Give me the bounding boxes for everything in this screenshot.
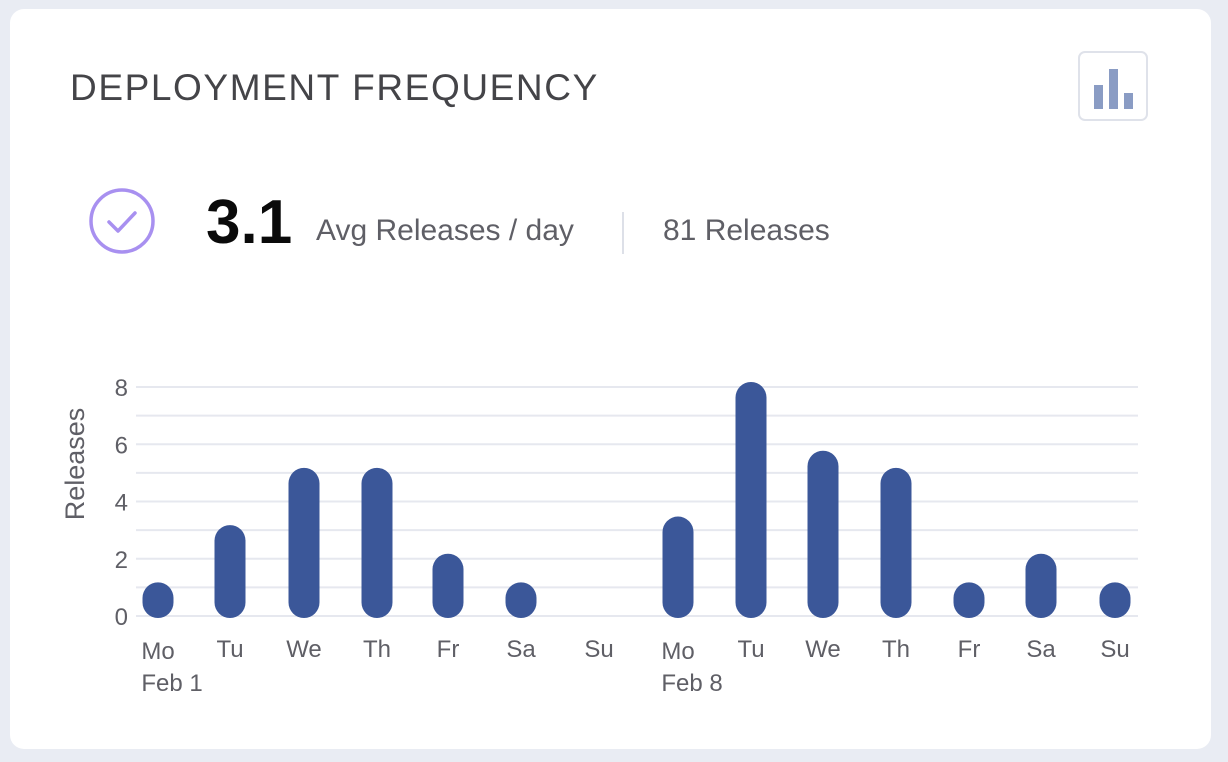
bar[interactable] bbox=[1099, 582, 1131, 618]
deployment-frequency-card: DEPLOYMENT FREQUENCY 3.1 Avg Releases / … bbox=[10, 9, 1211, 749]
x-tick-date-label: Feb 8 bbox=[661, 670, 722, 697]
bar[interactable] bbox=[735, 382, 767, 618]
x-tick-day-label: We bbox=[286, 636, 322, 663]
x-tick-day-label: Mo bbox=[141, 638, 174, 665]
x-tick-day-label: Th bbox=[882, 636, 910, 663]
bar[interactable] bbox=[214, 525, 246, 618]
avg-releases-value: 3.1 bbox=[206, 188, 293, 257]
bar[interactable] bbox=[953, 582, 985, 618]
check-circle-icon bbox=[89, 188, 155, 254]
bar-chart-icon bbox=[1094, 69, 1133, 109]
x-tick-day-label: Sa bbox=[1026, 636, 1056, 663]
x-tick-day-label: Tu bbox=[216, 636, 243, 663]
x-tick-day-label: Fr bbox=[958, 636, 981, 663]
avg-releases-label: Avg Releases / day bbox=[316, 214, 574, 247]
x-tick-date-label: Feb 1 bbox=[141, 670, 202, 697]
x-tick-day-label: Sa bbox=[506, 636, 536, 663]
y-tick-label: 6 bbox=[115, 432, 128, 459]
bar[interactable] bbox=[505, 582, 537, 618]
x-tick-day-label: Su bbox=[584, 636, 613, 663]
y-tick-label: 8 bbox=[115, 375, 128, 402]
bar[interactable] bbox=[288, 467, 320, 618]
total-releases-label: 81 Releases bbox=[663, 214, 830, 247]
bar[interactable] bbox=[1025, 553, 1057, 618]
y-tick-label: 4 bbox=[115, 490, 128, 517]
bar[interactable] bbox=[662, 516, 694, 618]
x-tick-day-label: Su bbox=[1100, 636, 1129, 663]
bar[interactable] bbox=[142, 582, 174, 618]
bar[interactable] bbox=[361, 467, 393, 618]
x-tick-day-label: Th bbox=[363, 636, 391, 663]
y-tick-label: 0 bbox=[115, 604, 128, 631]
bar[interactable] bbox=[880, 467, 912, 618]
x-tick-day-label: Tu bbox=[737, 636, 764, 663]
chart-view-button[interactable] bbox=[1078, 51, 1148, 121]
x-tick-day-label: Mo bbox=[661, 638, 694, 665]
bar[interactable] bbox=[432, 553, 464, 618]
x-tick-day-label: We bbox=[805, 636, 841, 663]
x-tick-day-label: Fr bbox=[437, 636, 460, 663]
deployment-bar-chart: 0 2 4 6 8 Releases Mo Feb 1 Tu We Th Fr Sa Su Mo Feb 8 T… bbox=[60, 375, 1138, 697]
bar[interactable] bbox=[807, 450, 839, 618]
y-axis-label: Releases bbox=[60, 408, 90, 521]
card-title: DEPLOYMENT FREQUENCY bbox=[70, 67, 599, 108]
y-tick-label: 2 bbox=[115, 547, 128, 574]
summary-divider bbox=[622, 212, 624, 254]
